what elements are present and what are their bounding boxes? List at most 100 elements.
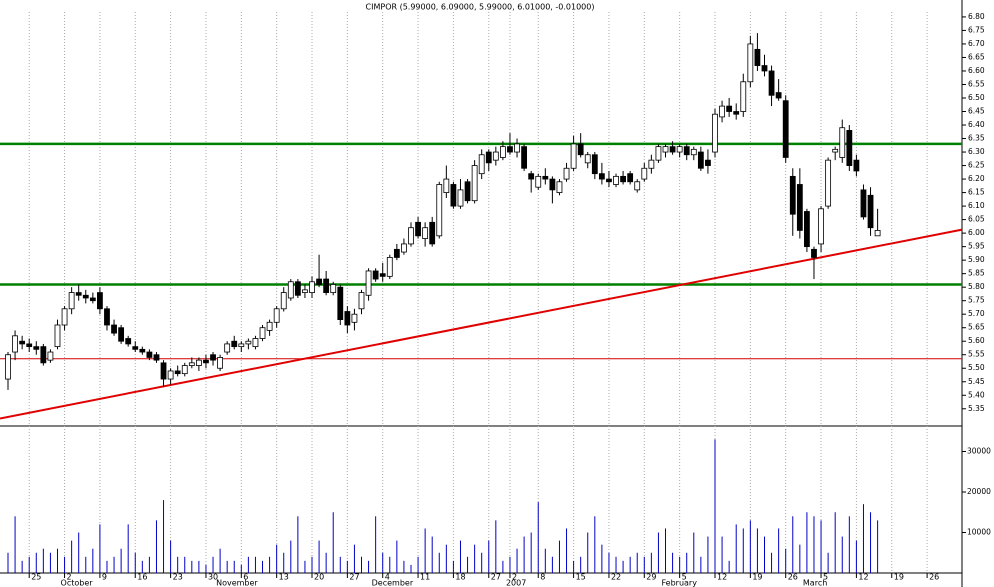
y-tick-label: 6.35 [968, 134, 985, 143]
candle-body [726, 105, 733, 112]
candle-body [294, 281, 301, 296]
x-tick-label: 20 [314, 573, 324, 582]
y-tick-label: 5.55 [968, 350, 985, 359]
candle-body [804, 211, 810, 248]
x-tick-label: 15 [576, 573, 586, 582]
candle-body [867, 194, 874, 229]
candle-body [217, 357, 224, 369]
candle-body [160, 362, 167, 380]
candle-body [507, 146, 513, 153]
candle-body [33, 346, 40, 350]
candle-body [379, 273, 386, 277]
y-tick-label: 20000 [967, 487, 991, 496]
x-tick-label: 5 [823, 573, 828, 582]
candle-body [139, 348, 146, 353]
candle-body [464, 181, 471, 202]
candle-body [853, 159, 860, 172]
candle-body [563, 167, 570, 180]
candle-body [655, 146, 662, 161]
candle-body [591, 154, 598, 175]
candle-body [705, 159, 711, 166]
candle-body [662, 146, 669, 153]
candle-body [422, 227, 429, 239]
x-tick-label: 22 [611, 573, 621, 582]
y-tick-label: 5.85 [968, 269, 985, 278]
candle-body [12, 335, 18, 353]
y-tick-label: 6.00 [968, 228, 985, 237]
x-tick-label: 30 [208, 573, 218, 582]
candle-body [415, 221, 421, 237]
x-tick-label: 11 [420, 573, 430, 582]
candle-body [712, 113, 718, 153]
y-tick-label: 6.30 [968, 147, 985, 156]
candle-body [436, 184, 443, 237]
x-tick-label: 23 [173, 573, 183, 582]
candle-body [224, 343, 231, 353]
candle-body [125, 338, 132, 345]
candle-body [273, 308, 280, 323]
candle-body [514, 143, 520, 153]
candle-body [153, 354, 160, 361]
candle-body [690, 148, 697, 156]
candle-body [40, 346, 47, 364]
candle-body [97, 292, 103, 310]
x-tick-label: 26 [929, 573, 939, 582]
candle-body [82, 294, 89, 299]
candle-body [408, 227, 414, 245]
candle-body [146, 351, 153, 358]
candle-body [697, 151, 704, 169]
candle-body [556, 181, 563, 193]
y-tick-label: 5.65 [968, 323, 985, 332]
month-label: December [372, 579, 414, 587]
candle-body [89, 297, 96, 302]
candle-body [5, 354, 11, 380]
y-tick-label: 30000 [967, 446, 991, 455]
candle-body [839, 127, 846, 158]
candle-body [747, 43, 754, 83]
candle-body [634, 181, 641, 191]
candle-body [683, 146, 690, 156]
candle-body [231, 340, 238, 348]
x-tick-label: 19 [894, 573, 904, 582]
candle-body [287, 281, 294, 299]
candle-body [259, 327, 266, 339]
candle-body [775, 92, 782, 99]
candle-body [606, 178, 612, 183]
y-tick-label: 5.90 [968, 255, 985, 264]
candle-body [620, 175, 626, 183]
candle-body [351, 313, 358, 323]
x-tick-label: 12 [858, 573, 868, 582]
candle-body [761, 65, 768, 72]
candle-body [393, 248, 400, 258]
candle-body [669, 146, 676, 153]
candle-body [68, 292, 75, 310]
y-tick-label: 6.80 [968, 12, 985, 21]
candle-body [860, 189, 867, 218]
candle-body [754, 48, 761, 66]
y-tick-label: 5.40 [968, 390, 985, 399]
candle-body [485, 151, 492, 164]
candle-body [266, 321, 273, 331]
y-tick-label: 6.70 [968, 39, 985, 48]
x-tick-label: 13 [279, 573, 289, 582]
x-tick-label: 25 [31, 573, 41, 582]
candle-body [132, 346, 139, 350]
candle-body [542, 175, 549, 180]
trend-line [0, 228, 963, 420]
month-label: November [216, 579, 258, 587]
x-tick-label: 2 [67, 573, 72, 582]
candle-body [203, 359, 209, 364]
candle-body [528, 173, 535, 180]
candle-body [499, 146, 506, 158]
x-tick-label: 4 [385, 573, 390, 582]
candle-body [358, 292, 365, 310]
candle-body [323, 278, 330, 293]
x-tick-label: 27 [349, 573, 359, 582]
y-tick-label: 6.15 [968, 188, 985, 197]
y-tick-label: 6.10 [968, 201, 985, 210]
candle-body [104, 308, 110, 326]
candle-body [54, 324, 61, 348]
y-tick-label: 5.80 [968, 282, 985, 291]
month-label: March [803, 579, 827, 587]
